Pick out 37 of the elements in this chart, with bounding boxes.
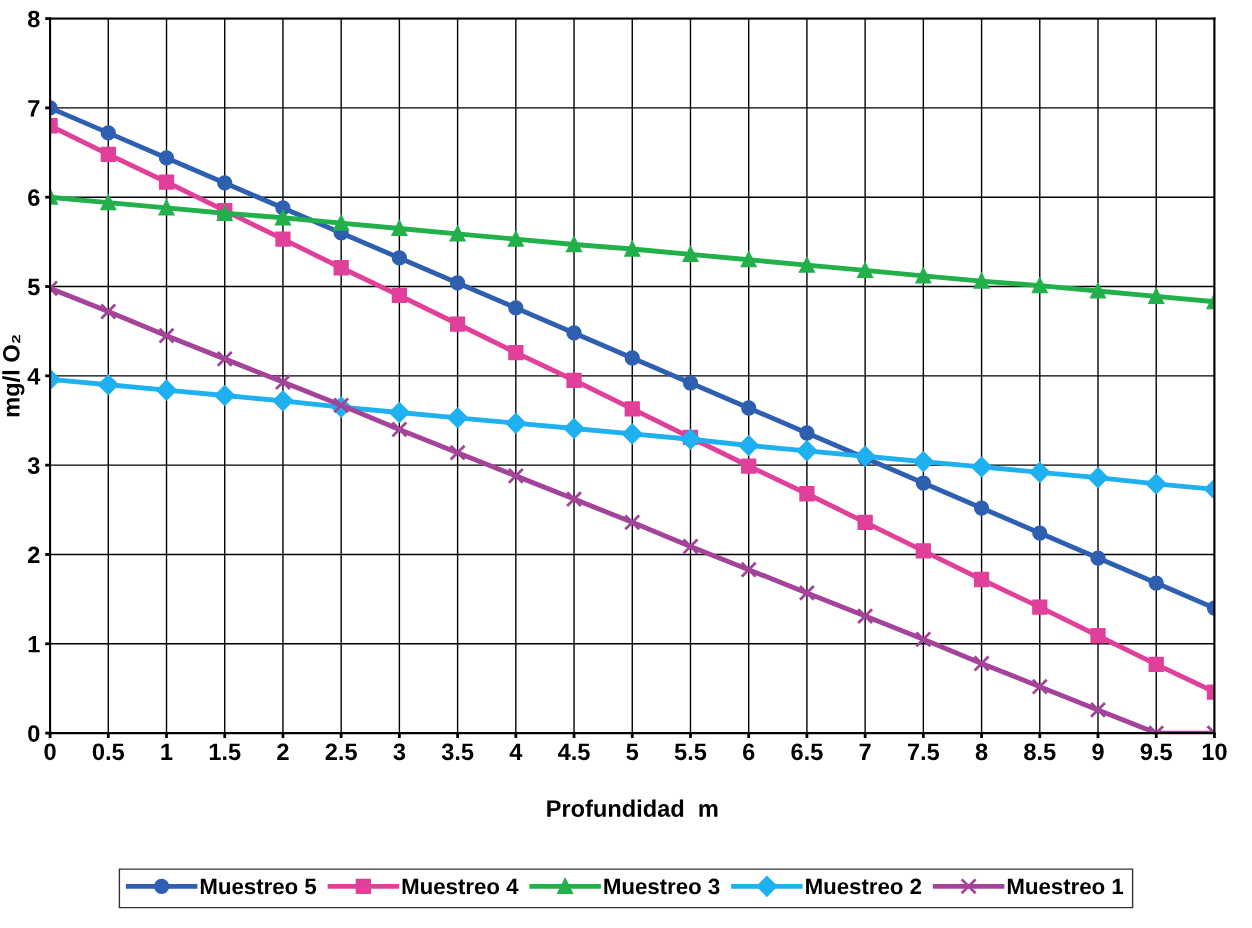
x-tick-label: 5.5 (674, 743, 707, 761)
x-tick-label: 1 (161, 743, 173, 760)
y-axis-title: mg/l O₂ (2, 335, 25, 417)
legend-label: Muestreo 5 (200, 878, 317, 895)
x-axis-title: Profundidad m (547, 799, 718, 817)
x-tick-label: 3.5 (441, 743, 474, 761)
y-tick-label: 4 (27, 368, 41, 385)
x-tick-label: 6 (742, 743, 755, 761)
y-tick-label: 6 (28, 189, 40, 206)
y-tick-label: 1 (28, 636, 40, 653)
x-tick-label: 4.5 (557, 743, 590, 761)
x-tick-label: 0.5 (92, 743, 125, 761)
y-tick-label: 3 (27, 457, 40, 474)
x-tick-label: 7 (859, 743, 871, 760)
y-tick-label: 0 (28, 725, 40, 742)
x-tick-label: 9 (1092, 743, 1104, 761)
legend-label: Muestreo 3 (604, 878, 720, 895)
x-tick-label: 1.5 (209, 743, 241, 761)
legend-label: Muestreo 2 (806, 878, 922, 895)
legend-label: Muestreo 4 (402, 878, 519, 895)
x-tick-label: 3 (393, 743, 406, 761)
y-tick-label: 5 (27, 278, 40, 296)
x-tick-label: 7.5 (907, 743, 940, 761)
x-tick-label: 9.5 (1140, 743, 1172, 761)
x-tick-label: 8 (975, 743, 988, 761)
x-tick-label: 10 (1202, 743, 1227, 761)
y-tick-label: 2 (28, 546, 40, 564)
x-tick-label: 4 (509, 743, 523, 760)
x-tick-label: 0 (44, 743, 56, 761)
x-tick-label: 2 (277, 743, 289, 760)
y-tick-label: 7 (28, 100, 40, 117)
x-tick-label: 5 (626, 743, 639, 761)
x-tick-label: 8.5 (1024, 743, 1056, 761)
y-tick-label: 8 (27, 10, 40, 28)
x-tick-label: 2.5 (325, 743, 357, 761)
x-tick-label: 6.5 (791, 743, 823, 761)
legend-label: Muestreo 1 (1007, 878, 1124, 895)
